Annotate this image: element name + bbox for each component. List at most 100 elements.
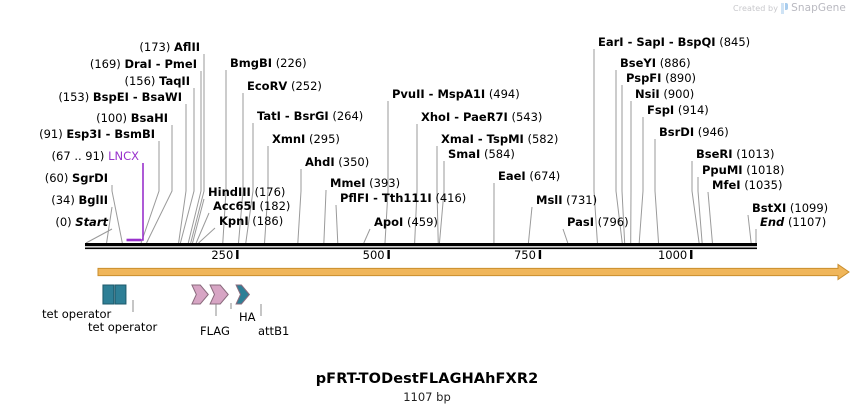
enzyme-name: XmnI [272, 132, 306, 146]
enzyme-position: (416) [435, 191, 467, 205]
feature-glyph-ha [209, 284, 229, 305]
leader-line [192, 198, 205, 244]
enzyme-position: (582) [527, 132, 559, 146]
enzyme-label-fspi: FspI (914) [647, 104, 709, 116]
leader-line [245, 123, 254, 244]
enzyme-label-esp3i-bsmbi: (91) Esp3I - BsmBI [0, 128, 155, 140]
enzyme-position: (252) [291, 79, 322, 93]
enzyme-position: (845) [719, 35, 751, 49]
leader-line [414, 124, 418, 244]
enzyme-label-pvuii-mspa1i: PvuII - MspA1I (494) [392, 88, 520, 100]
enzyme-position: (1035) [744, 178, 783, 192]
leader-line [146, 125, 173, 244]
feature-glyph-tet-operator [114, 284, 127, 305]
enzyme-name: BspEI - BsaWI [92, 90, 182, 104]
feature-label-ha: HA [239, 310, 256, 324]
ruler-tick [538, 250, 542, 259]
enzyme-label-lncx: (67 .. 91) LNCX [0, 150, 139, 162]
enzyme-label-ahdi: AhdI (350) [305, 156, 369, 168]
watermark-prefix: Created by [733, 3, 779, 13]
enzyme-name: TaqII [159, 74, 190, 88]
enzyme-position: (0) [55, 215, 72, 229]
enzyme-label-drai-pmei: (169) DraI - PmeI [0, 58, 197, 70]
enzyme-label-bseyi: BseYI (886) [620, 57, 691, 69]
enzyme-position: (796) [597, 215, 629, 229]
enzyme-position: (60) [44, 171, 69, 185]
enzyme-name: EarI - SapI - BspQI [598, 35, 716, 49]
leader-line [297, 169, 302, 244]
enzyme-label-aflii: (173) AflII [0, 41, 200, 53]
enzyme-label-pasi: PasI (796) [567, 216, 629, 228]
enzyme-name: BstXI [752, 201, 787, 215]
enzyme-name: AflII [174, 40, 200, 54]
enzyme-position: (176) [254, 185, 286, 199]
enzyme-position: (946) [697, 125, 729, 139]
leader-line [621, 85, 626, 244]
enzyme-position: (295) [308, 132, 340, 146]
sequence-length: 1107 bp [403, 390, 451, 404]
leader-line [615, 70, 623, 244]
enzyme-name: EcoRV [247, 79, 288, 93]
enzyme-name: PpuMI [702, 163, 743, 177]
enzyme-position: (459) [406, 215, 438, 229]
enzyme-label-pflfi-tth111i: PflFI - Tth111I (416) [340, 192, 466, 204]
enzyme-position: (731) [566, 193, 598, 207]
enzyme-label-bsahi: (100) BsaHI [0, 112, 168, 124]
enzyme-label-bsrdi: BsrDI (946) [659, 126, 729, 138]
ruler-tick-label: 500 [362, 248, 385, 262]
leader-line [697, 177, 703, 244]
enzyme-name: FspI [647, 103, 675, 117]
enzyme-position: (264) [332, 109, 364, 123]
leader-line [747, 214, 752, 244]
feature-glyphs [102, 284, 251, 305]
enzyme-name: Start [75, 215, 108, 229]
enzyme-label-smai: SmaI (584) [448, 148, 515, 160]
enzyme-label-ppumi: PpuMI (1018) [702, 164, 784, 176]
leader-line [436, 146, 439, 244]
enzyme-name: TatI - BsrGI [257, 109, 329, 123]
enzyme-position: (1099) [789, 201, 829, 215]
enzyme-name: XmaI - TspMI [441, 132, 524, 146]
leader-line [654, 139, 660, 244]
enzyme-label-end: End (1107) [760, 216, 826, 228]
enzyme-position: (100) [96, 111, 128, 125]
enzyme-position: (169) [89, 57, 121, 71]
leader-line [222, 70, 227, 244]
leader-line [384, 101, 389, 244]
enzyme-position: (914) [677, 103, 709, 117]
enzyme-name: BsaHI [130, 111, 168, 125]
enzyme-name: PvuII - MspA1I [392, 87, 486, 101]
enzyme-name: DraI - PmeI [124, 57, 197, 71]
leader-line [707, 191, 713, 244]
enzyme-name: MfeI [712, 178, 741, 192]
enzyme-label-nsii: NsiI (900) [635, 88, 694, 100]
enzyme-position: (543) [511, 110, 543, 124]
backbone-arrow [97, 263, 850, 281]
feature-label-flag: FLAG [200, 324, 230, 338]
feature-glyph-flag [191, 284, 209, 305]
enzyme-label-xmni: XmnI (295) [272, 133, 340, 145]
leader-line [195, 212, 210, 244]
enzyme-name: AhdI [305, 155, 335, 169]
ruler-tick-label: 750 [513, 248, 536, 262]
enzyme-name: PflFI - Tth111I [340, 191, 432, 205]
enzyme-name: LNCX [108, 149, 139, 163]
enzyme-position: (173) [139, 40, 171, 54]
enzyme-name: Acc65I [213, 199, 256, 213]
leader-line [238, 93, 244, 244]
enzyme-name: SmaI [448, 147, 481, 161]
lncx-leader [126, 163, 144, 241]
leader-line [187, 71, 202, 244]
enzyme-label-ecorv: EcoRV (252) [247, 80, 322, 92]
enzyme-name: Esp3I - BsmBI [66, 127, 155, 141]
enzyme-name: BmgBI [230, 56, 273, 70]
enzyme-label-bstxi: BstXI (1099) [752, 202, 828, 214]
feature-glyph-attb1 [235, 284, 251, 305]
enzyme-name: KpnI [219, 214, 249, 228]
enzyme-position: (350) [338, 155, 370, 169]
enzyme-position: (584) [483, 147, 515, 161]
feature-label-tet-operator: tet operator [88, 320, 158, 334]
ruler-tick [236, 250, 239, 259]
leader-line [323, 190, 327, 244]
